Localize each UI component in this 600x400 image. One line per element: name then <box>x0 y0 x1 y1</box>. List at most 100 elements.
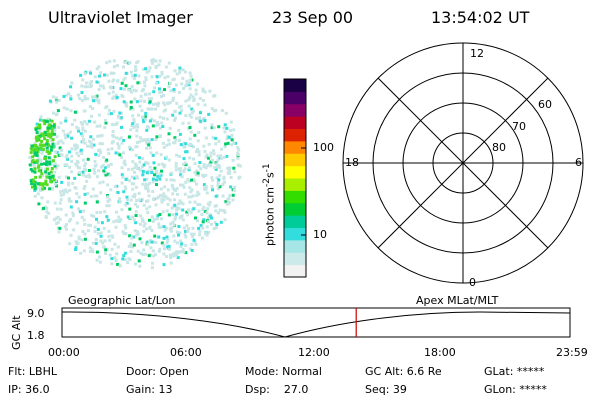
uv-pixel <box>206 216 210 220</box>
uv-pixel <box>226 166 230 170</box>
uv-pixel <box>237 148 241 152</box>
uv-pixel <box>85 179 89 183</box>
uv-pixel <box>212 109 216 113</box>
uv-pixel <box>211 158 214 162</box>
uv-pixel <box>147 189 150 193</box>
uv-pixel <box>108 253 112 257</box>
uv-pixel <box>33 153 37 157</box>
uv-pixel <box>196 82 199 86</box>
uv-pixel <box>226 171 230 175</box>
uv-pixel <box>107 204 111 208</box>
uv-pixel <box>217 139 221 143</box>
uv-pixel <box>59 139 63 143</box>
uv-pixel <box>103 171 107 175</box>
uv-pixel <box>147 169 151 173</box>
uv-pixel <box>192 145 195 149</box>
uv-pixel <box>82 249 86 253</box>
uv-aurora-pixel <box>48 175 52 179</box>
uv-pixel <box>150 75 154 79</box>
uv-pixel <box>178 154 182 158</box>
uv-aurora-pixel <box>48 175 52 179</box>
uv-pixel <box>40 173 44 177</box>
uv-pixel <box>136 205 139 209</box>
uv-pixel <box>153 173 156 177</box>
uv-pixel <box>123 251 127 255</box>
uv-pixel <box>139 94 143 98</box>
uv-pixel <box>102 156 106 159</box>
uv-pixel <box>97 101 101 105</box>
uv-aurora-pixel <box>41 182 45 186</box>
uv-pixel <box>173 224 177 228</box>
uv-pixel <box>167 213 171 217</box>
uv-pixel <box>146 137 150 141</box>
uv-pixel <box>160 169 163 173</box>
uv-pixel <box>134 89 138 93</box>
uv-pixel <box>134 221 138 225</box>
uv-pixel <box>154 102 158 106</box>
uv-pixel <box>169 222 173 226</box>
uv-aurora-pixel <box>45 167 49 171</box>
colorbar-cell <box>284 91 306 105</box>
uv-pixel <box>118 264 122 268</box>
uv-pixel <box>148 100 152 104</box>
uv-pixel <box>216 187 220 191</box>
uv-pixel <box>75 159 79 163</box>
uv-pixel <box>35 187 39 191</box>
mlat-label-80: 80 <box>492 141 506 154</box>
uv-pixel <box>124 232 128 236</box>
uv-pixel <box>143 92 147 96</box>
uv-pixel <box>76 127 80 131</box>
uv-pixel <box>133 97 137 101</box>
uv-pixel <box>74 246 78 250</box>
uv-pixel <box>224 111 228 115</box>
uv-pixel <box>155 75 159 79</box>
uv-pixel <box>118 111 122 115</box>
uv-pixel <box>70 123 74 126</box>
uv-pixel <box>116 220 120 223</box>
uv-pixel <box>184 235 188 239</box>
uv-pixel <box>138 222 142 226</box>
uv-pixel <box>196 139 200 143</box>
uv-pixel <box>168 101 172 105</box>
uv-pixel <box>192 232 196 236</box>
uv-pixel <box>91 95 94 99</box>
uv-pixel <box>162 194 166 198</box>
uv-pixel <box>162 109 166 113</box>
uv-aurora-pixel <box>52 124 56 128</box>
uv-aurora-pixel <box>37 147 40 151</box>
uv-pixel <box>125 176 129 180</box>
uv-pixel <box>127 167 131 171</box>
uv-pixel <box>31 163 35 167</box>
uv-pixel <box>67 183 71 187</box>
uv-pixel <box>178 71 182 75</box>
uv-pixel <box>172 141 176 145</box>
uv-pixel <box>152 119 156 123</box>
uv-pixel <box>96 134 100 138</box>
uv-pixel <box>187 208 191 212</box>
uv-pixel <box>174 188 177 192</box>
uv-pixel <box>205 136 208 140</box>
uv-pixel <box>171 184 175 188</box>
uv-aurora-pixel <box>52 122 56 126</box>
uv-aurora-pixel <box>47 144 51 147</box>
uv-pixel <box>197 150 201 154</box>
uv-pixel <box>54 150 58 154</box>
uv-pixel <box>111 140 115 144</box>
uv-pixel <box>137 156 141 160</box>
uv-pixel <box>67 176 70 180</box>
uv-pixel <box>184 229 187 233</box>
uv-pixel <box>194 173 198 177</box>
uv-pixel <box>174 216 177 220</box>
uv-aurora-pixel <box>44 163 48 167</box>
colorbar-cell <box>284 140 306 154</box>
uv-pixel <box>201 208 205 212</box>
uv-pixel <box>70 160 74 163</box>
uv-pixel <box>178 132 182 136</box>
uv-pixel <box>125 72 129 75</box>
uv-aurora-pixel <box>34 136 38 140</box>
uv-pixel <box>153 166 157 170</box>
uv-pixel <box>203 186 206 190</box>
uv-pixel <box>199 224 203 228</box>
uv-pixel <box>129 100 133 104</box>
uv-pixel <box>40 144 44 148</box>
